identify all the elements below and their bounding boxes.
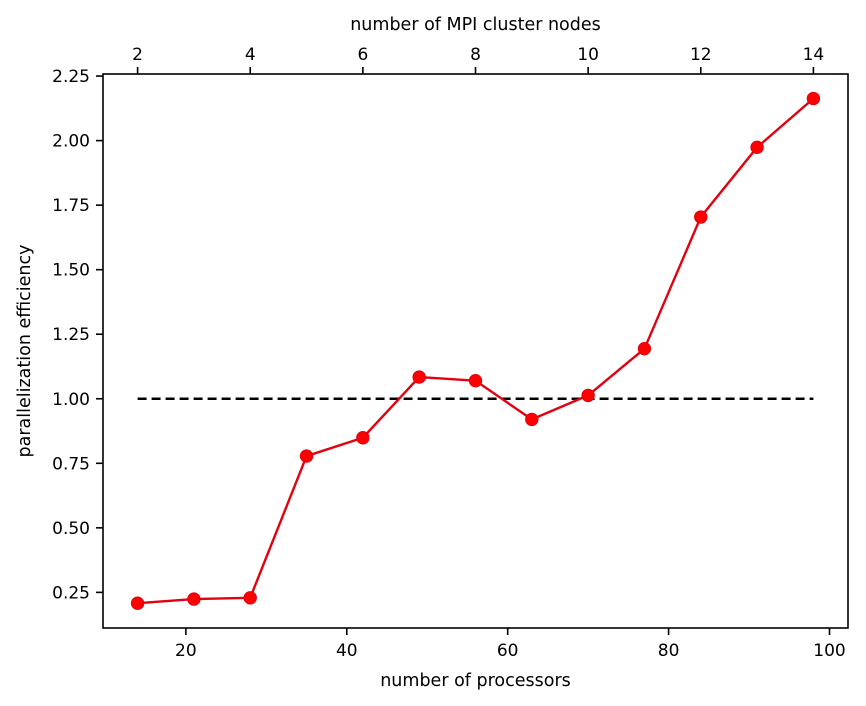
data-point: [356, 431, 370, 445]
series-layer: [130, 91, 821, 610]
data-point: [806, 91, 821, 106]
y-tick-label: 1.50: [52, 261, 90, 281]
data-point: [187, 592, 201, 606]
top-tick-label: 2: [132, 45, 143, 65]
x-tick-label: 40: [336, 641, 358, 661]
y-tick-label: 1.75: [52, 196, 90, 216]
y-tick-label: 1.00: [52, 390, 90, 410]
top-tick-label: 10: [577, 45, 599, 65]
data-point: [694, 210, 708, 224]
top-tick-label: 12: [690, 45, 712, 65]
x-tick-label: 20: [175, 641, 197, 661]
data-point: [525, 412, 539, 427]
x-tick-label: 80: [658, 641, 680, 661]
data-point: [581, 388, 595, 403]
data-point: [412, 370, 426, 384]
y-axis-label: parallelization efficiency: [15, 245, 35, 458]
y-tick-label: 2.25: [52, 67, 90, 87]
top-tick-label: 6: [357, 45, 368, 65]
x-tick-label: 100: [813, 641, 845, 661]
efficiency-line: [137, 97, 815, 605]
data-point: [299, 449, 314, 463]
top-tick-label: 14: [803, 45, 825, 65]
y-tick-label: 2.00: [52, 132, 90, 152]
data-point: [243, 591, 257, 605]
y-tick-label: 0.75: [52, 454, 90, 474]
data-point: [750, 140, 764, 155]
y-tick-label: 0.50: [52, 519, 90, 539]
top-axis-label: number of MPI cluster nodes: [350, 15, 601, 35]
top-tick-label: 4: [245, 45, 256, 65]
axes-layer: 20 40 60 80 100 2 4 6 8 10 12 14 0.25 0.50 0.75 1.00 1.2…: [52, 45, 849, 661]
top-tick-label: 8: [470, 45, 481, 65]
x-axis-label: number of processors: [380, 671, 571, 691]
y-tick-label: 0.25: [52, 583, 90, 603]
plot-frame: [102, 73, 849, 629]
data-point: [468, 373, 483, 388]
y-tick-label: 1.25: [52, 325, 90, 345]
data-point: [130, 596, 145, 610]
x-tick-label: 60: [497, 641, 519, 661]
data-point: [637, 341, 652, 356]
